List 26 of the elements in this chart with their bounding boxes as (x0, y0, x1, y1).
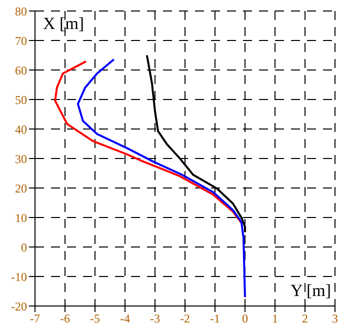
y-tick-label: -20 (11, 299, 27, 314)
y-tick-label: 80 (15, 4, 27, 18)
y-tick-label: 10 (15, 210, 27, 225)
y-tick-label: 50 (15, 92, 27, 107)
x-tick-label: -4 (120, 312, 130, 326)
x-axis-title: Y [m] (290, 281, 331, 300)
y-axis-title: X [m] (43, 14, 84, 33)
y-tick-label: 30 (15, 152, 27, 166)
x-tick-label: 1 (272, 312, 278, 326)
y-tick-label: 40 (15, 122, 27, 136)
x-tick-label: -7 (30, 312, 40, 326)
y-tick-label: 20 (15, 181, 27, 196)
x-tick-label: 3 (332, 312, 338, 326)
x-tick-label: -2 (180, 312, 190, 326)
x-tick-label: 0 (242, 312, 248, 326)
line-series (54, 60, 243, 225)
x-tick-label: -1 (210, 312, 220, 326)
x-tick-label: -6 (60, 312, 70, 326)
y-tick-label: -10 (11, 270, 27, 284)
y-tick-label: 0 (21, 240, 27, 254)
x-tick-label: -3 (150, 312, 160, 326)
x-tick-label: 2 (302, 312, 308, 326)
line-series (76, 58, 246, 298)
y-tick-label: 60 (15, 63, 27, 78)
y-tick-label: 70 (15, 34, 27, 48)
x-tick-label: -5 (90, 312, 100, 326)
